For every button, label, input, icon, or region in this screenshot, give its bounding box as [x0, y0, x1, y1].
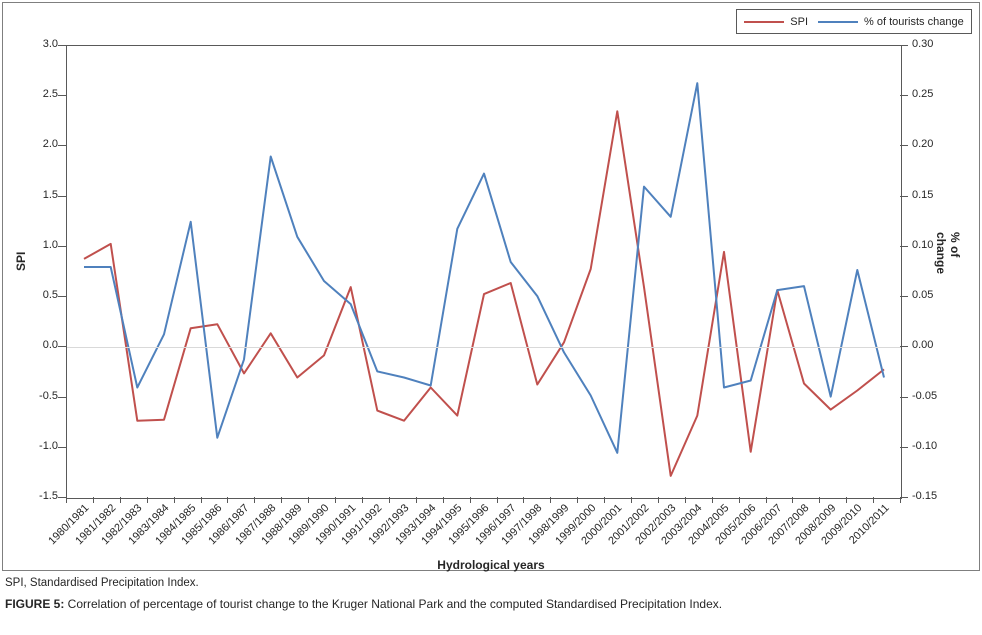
x-axis-tick: [146, 497, 148, 503]
plot-area: [66, 45, 902, 499]
left-axis-tick: [58, 396, 66, 398]
x-axis-tick: [765, 497, 767, 503]
left-axis-tick-label: -0.5: [39, 389, 58, 402]
spi-line: [83, 110, 885, 477]
x-axis-tick: [335, 497, 336, 503]
x-axis-tick: [523, 497, 525, 503]
right-axis-tick-label: 0.15: [912, 188, 934, 201]
spi-line-swatch: [744, 20, 785, 23]
figure-label: FIGURE 5:: [5, 597, 65, 611]
x-axis-tick: [200, 497, 202, 503]
zero-gridline: [67, 347, 901, 349]
x-axis-tick: [900, 497, 901, 503]
right-axis-tick: [900, 195, 908, 197]
x-axis-tick: [388, 497, 390, 503]
x-axis-tick: [711, 497, 713, 503]
x-axis-tick: [819, 497, 821, 503]
x-axis-tick: [308, 497, 310, 503]
legend-item-tourists: % of tourists change: [818, 16, 964, 28]
left-axis-tick: [58, 296, 66, 298]
x-axis-tick: [281, 497, 283, 503]
left-axis-tick-label: 0.5: [42, 289, 58, 302]
x-axis-tick: [792, 497, 794, 503]
right-axis-tick: [900, 346, 908, 348]
left-axis-tick: [58, 95, 66, 97]
caption-figure: FIGURE 5: Correlation of percentage of t…: [5, 597, 722, 611]
right-axis-tick: [900, 145, 908, 147]
right-axis-tick: [900, 396, 908, 398]
x-axis-tick: [684, 497, 686, 503]
right-axis-tick-label: -0.15: [912, 490, 938, 502]
x-axis-tick: [415, 497, 417, 503]
left-axis-tick: [58, 497, 66, 498]
right-axis-tick: [900, 296, 908, 298]
right-axis-tick-label: 0.00: [912, 339, 934, 352]
left-axis-tick-label: 2.5: [42, 88, 58, 101]
x-axis-tick: [227, 497, 229, 503]
right-axis-tick: [900, 95, 908, 97]
left-axis-tick: [58, 45, 66, 46]
right-axis-tick-label: 0.05: [912, 289, 934, 302]
x-axis-tick: [873, 497, 875, 503]
right-axis-tick-label: 0.10: [912, 238, 934, 251]
left-axis-title: SPI: [14, 251, 28, 271]
left-axis-tick: [58, 195, 66, 197]
left-axis-tick-label: 1.5: [42, 188, 58, 201]
x-axis-tick: [846, 497, 848, 503]
caption-note: SPI, Standardised Precipitation Index.: [5, 577, 199, 589]
right-axis-tick: [900, 245, 908, 247]
legend-label-spi: SPI: [790, 15, 809, 28]
tourists-line: [84, 82, 885, 454]
left-axis-tick: [58, 245, 66, 247]
x-axis-tick: [361, 497, 363, 503]
legend: SPI % of tourists change: [736, 9, 972, 34]
left-axis-tick-label: 3.0: [42, 38, 58, 50]
right-axis-tick-label: 0.30: [912, 38, 934, 50]
left-axis-tick-label: -1.0: [39, 439, 58, 452]
left-axis-tick-label: 2.0: [42, 138, 58, 151]
x-axis-tick: [631, 497, 632, 503]
x-axis-tick: [657, 497, 659, 503]
left-axis-tick-label: -1.5: [39, 490, 58, 502]
right-axis-tick-label: -0.10: [912, 439, 938, 452]
left-axis-tick-label: 0.0: [42, 339, 58, 352]
right-axis-tick: [900, 45, 908, 46]
left-axis-tick: [58, 346, 66, 348]
right-axis-tick-label: 0.25: [912, 88, 934, 101]
figure-text: Correlation of percentage of tourist cha…: [64, 597, 723, 611]
x-axis-tick: [254, 497, 256, 503]
right-axis-tick-label: 0.20: [912, 138, 934, 151]
x-axis-tick: [496, 497, 498, 503]
x-axis-tick: [92, 497, 94, 503]
left-axis-tick: [58, 145, 66, 147]
legend-label-tourists: % of tourists change: [864, 15, 964, 28]
x-axis-tick: [119, 497, 121, 503]
x-axis-tick: [604, 497, 606, 503]
right-axis-tick: [900, 446, 908, 448]
right-axis-tick-label: -0.05: [912, 389, 938, 402]
x-axis-tick: [173, 497, 175, 503]
chart-canvas: [83, 82, 885, 477]
x-axis-tick: [577, 497, 579, 503]
x-axis-tick: [442, 497, 444, 503]
x-axis-title: Hydrological years: [437, 558, 545, 572]
legend-item-spi: SPI: [744, 16, 808, 28]
x-axis-tick: [66, 497, 67, 503]
x-axis-tick: [550, 497, 552, 503]
right-axis-tick: [900, 497, 908, 498]
x-axis-tick: [738, 497, 740, 503]
left-axis-tick: [58, 446, 66, 448]
left-axis-tick-label: 1.0: [42, 238, 58, 251]
x-axis-tick: [469, 497, 471, 503]
tourists-line-swatch: [818, 20, 859, 23]
